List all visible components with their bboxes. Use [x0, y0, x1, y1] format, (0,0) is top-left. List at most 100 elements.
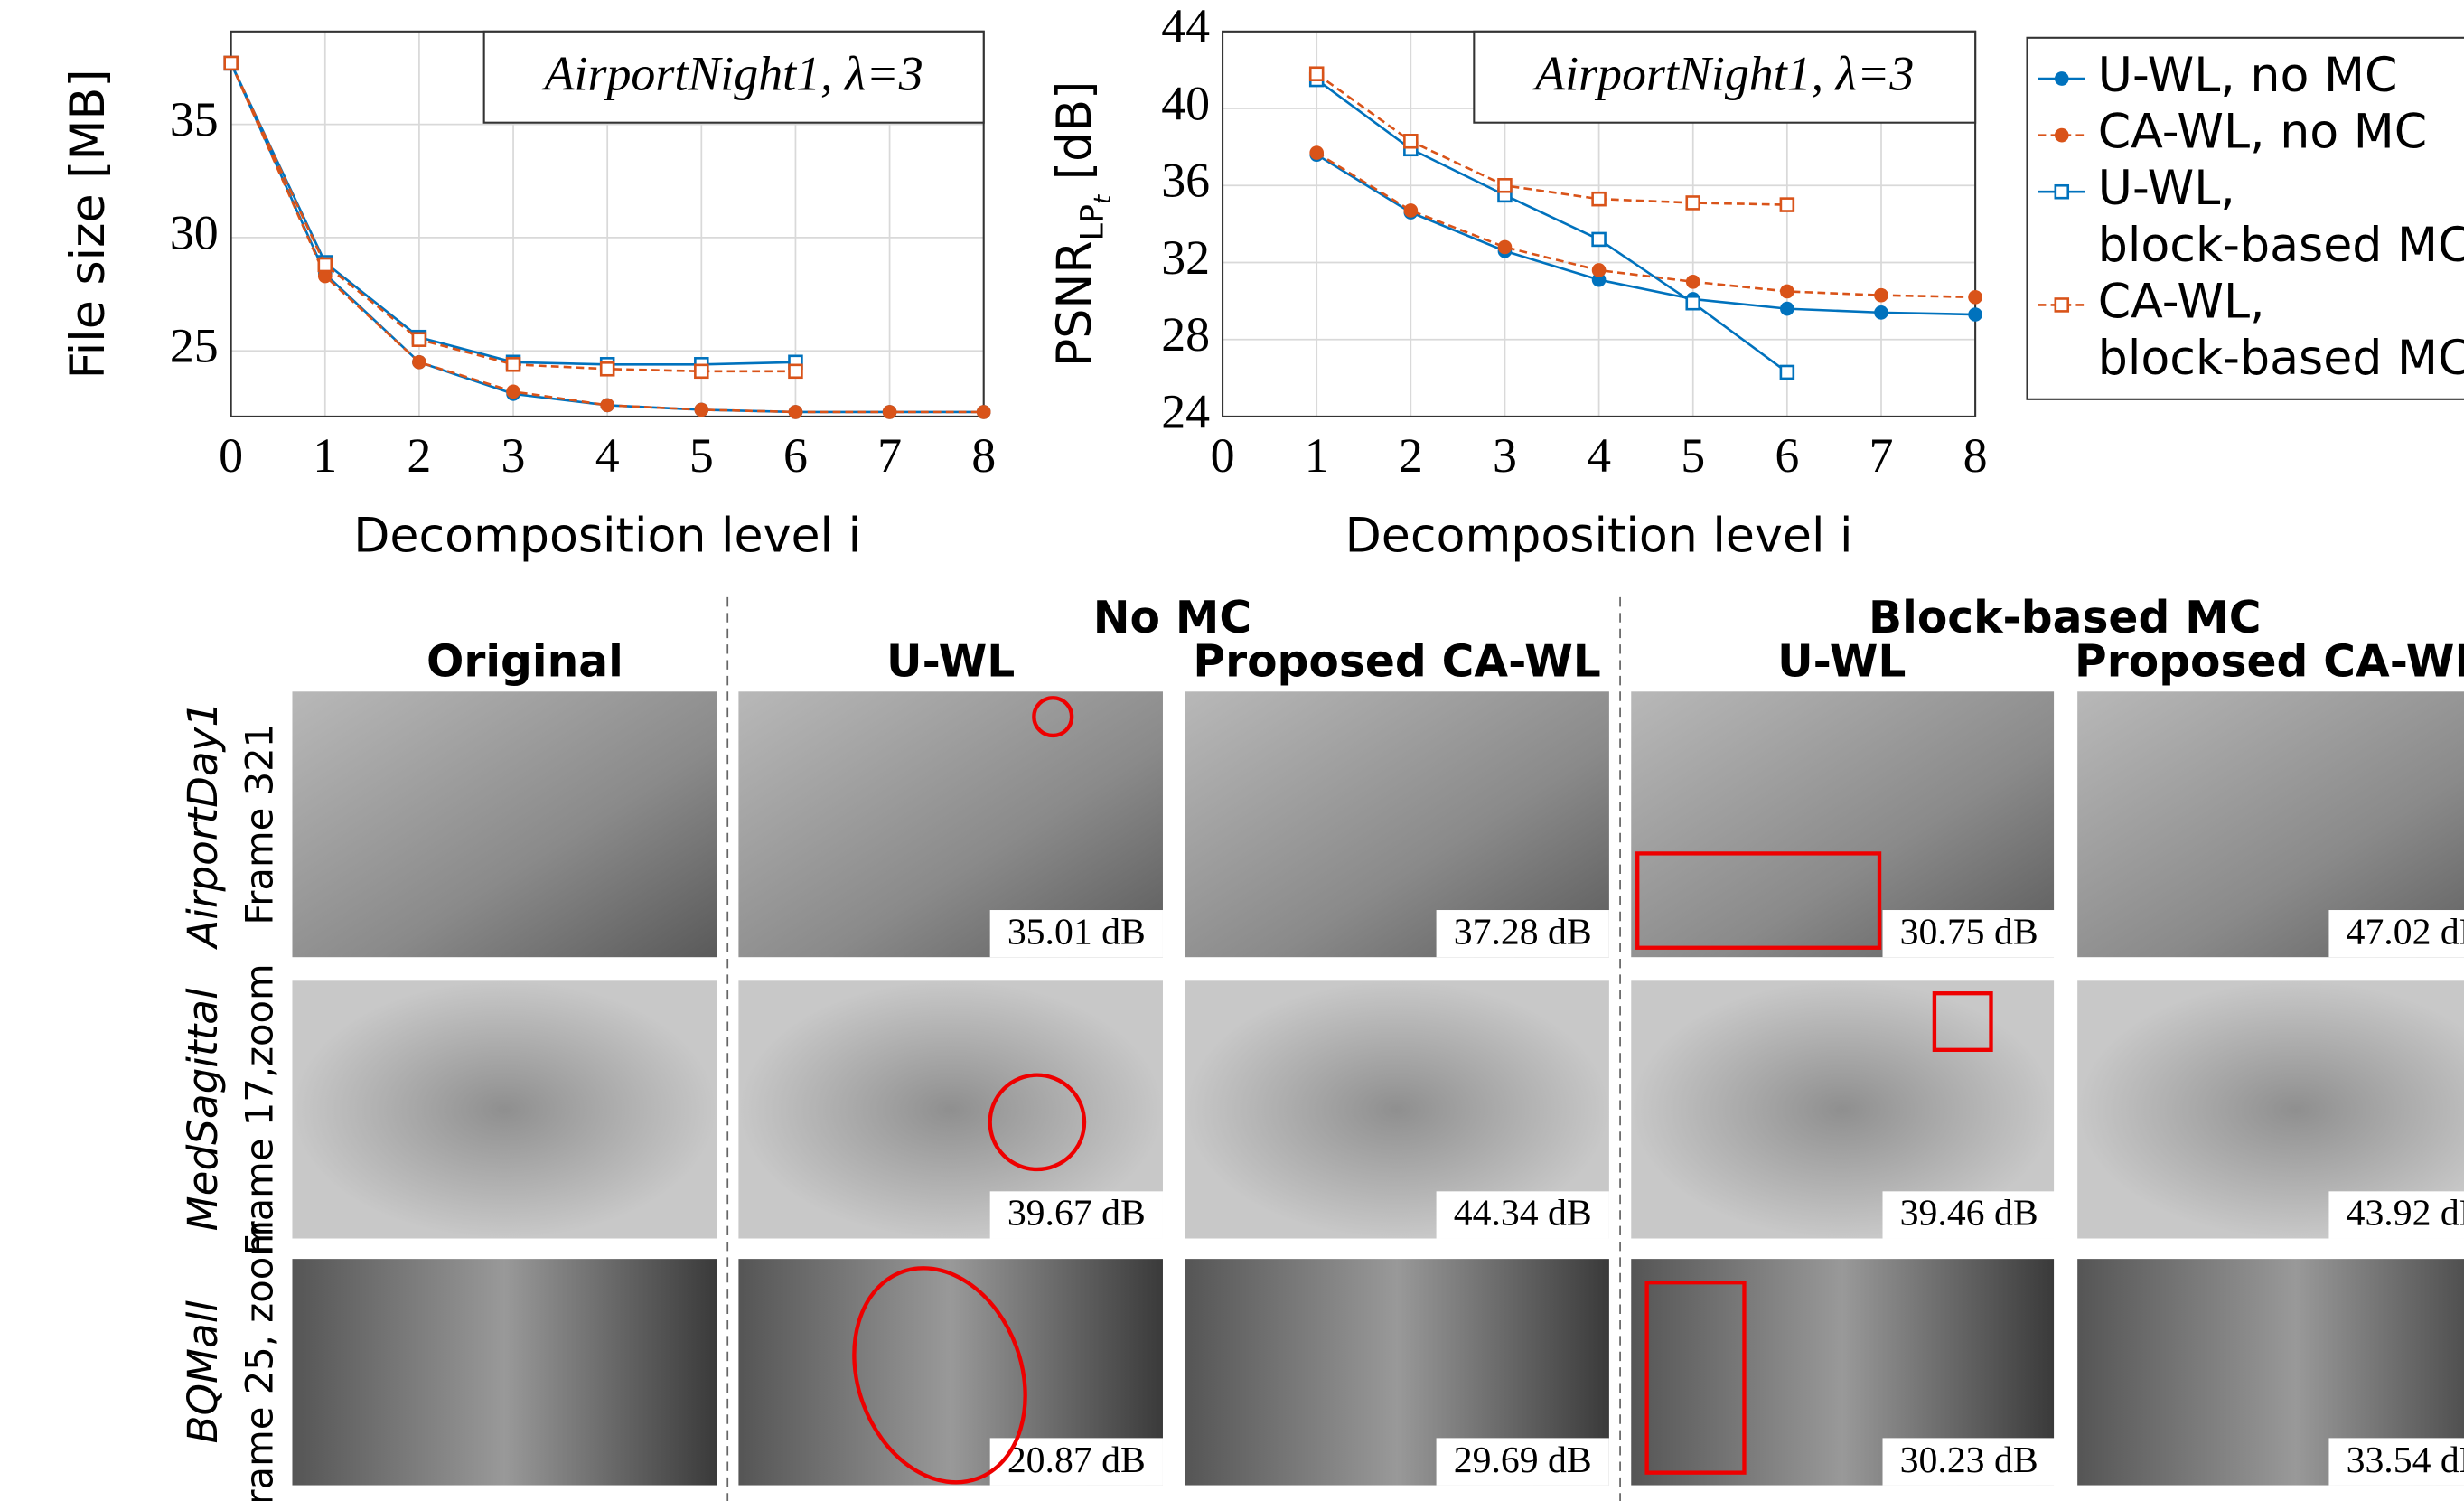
marker	[1403, 134, 1419, 149]
x-tick-label: 8	[1963, 428, 1988, 483]
legend-label-line: block-based MC	[2098, 332, 2464, 386]
row-name: BQMall	[179, 1300, 227, 1444]
annotation: AirportNight1, λ=3	[542, 46, 923, 100]
row-frame: Frame 17,zoom	[237, 963, 281, 1255]
legend-marker	[2054, 183, 2070, 200]
marker	[882, 405, 897, 419]
column-label: Proposed CA-WL	[1193, 637, 1600, 688]
x-axis-label: Decomposition level i	[353, 510, 861, 564]
y-axis-label-part: t	[1089, 193, 1116, 204]
x-tick-label: 1	[1305, 428, 1329, 483]
marker	[788, 363, 803, 380]
highlight	[1635, 851, 1882, 950]
column-label: Proposed CA-WL	[2075, 637, 2464, 688]
psnr-box	[989, 910, 1163, 958]
psnr-label: 47.02 dB	[2347, 911, 2464, 952]
psnr-label: 35.01 dB	[1007, 911, 1146, 952]
x-tick-label: 1	[313, 428, 337, 483]
highlight	[988, 1073, 1087, 1172]
psnr-box	[1882, 1438, 2056, 1486]
psnr-label: 43.92 dB	[2347, 1193, 2464, 1234]
psnr-label: 44.34 dB	[1454, 1193, 1592, 1234]
legend-label: U-WL, no MC	[2098, 49, 2398, 103]
y-axis-label: PSNRLPt [dB]	[1048, 81, 1116, 368]
marker	[1685, 295, 1700, 311]
marker	[505, 357, 521, 372]
row-name: AirportDay1	[179, 701, 227, 951]
marker	[1874, 305, 1888, 320]
column-label: Original	[426, 637, 623, 688]
legend-label-line: U-WL,	[2098, 162, 2235, 216]
psnr-box	[2328, 910, 2464, 958]
marker	[317, 257, 333, 273]
x-tick-label: 4	[1587, 428, 1611, 483]
marker	[1780, 284, 1794, 299]
x-tick-label: 7	[877, 428, 902, 483]
y-tick-label: 25	[170, 319, 219, 373]
y-tick-label: 28	[1161, 307, 1210, 361]
marker	[506, 384, 520, 399]
psnr-box	[2328, 1438, 2464, 1486]
marker	[1497, 239, 1513, 255]
legend-marker	[2054, 71, 2069, 86]
psnr-label: 30.23 dB	[1900, 1440, 2038, 1481]
image	[292, 691, 717, 958]
marker	[1497, 178, 1513, 193]
psnr-label: 33.54 dB	[2347, 1440, 2464, 1481]
marker	[788, 405, 803, 419]
marker	[1685, 274, 1700, 289]
y-tick-label: 32	[1161, 230, 1210, 285]
column-label: U-WL	[886, 637, 1015, 688]
marker	[1685, 195, 1700, 211]
x-tick-label: 0	[1211, 428, 1235, 483]
group-label: No MC	[1093, 593, 1251, 643]
x-tick-label: 8	[971, 428, 996, 483]
row-name: MedSagittal	[179, 988, 227, 1231]
y-tick-label: 24	[1161, 384, 1210, 438]
x-tick-label: 2	[1399, 428, 1423, 483]
y-tick-label: 35	[170, 92, 219, 146]
highlight	[852, 1266, 1027, 1485]
x-tick-label: 2	[407, 428, 431, 483]
y-axis-label-part: File size [MB]	[61, 69, 116, 379]
y-axis-label-part: LP	[1074, 204, 1110, 240]
x-tick-label: 4	[595, 428, 620, 483]
marker	[1968, 290, 1982, 305]
marker	[694, 363, 709, 380]
x-tick-label: 3	[1493, 428, 1517, 483]
marker	[1591, 191, 1607, 207]
series-line	[1316, 72, 1787, 206]
x-tick-label: 3	[501, 428, 526, 483]
x-tick-label: 7	[1869, 428, 1894, 483]
psnr-box	[2328, 1191, 2464, 1239]
marker	[1968, 307, 1982, 322]
highlight	[1644, 1281, 1747, 1475]
x-axis-label: Decomposition level i	[1345, 510, 1853, 564]
annotation-box	[1473, 30, 1977, 124]
legend-label-line: CA-WL,	[2098, 275, 2265, 329]
marker	[1780, 301, 1794, 316]
group-label: Block-based MC	[1869, 593, 2261, 643]
x-tick-label: 5	[689, 428, 714, 483]
marker	[600, 398, 615, 413]
marker	[599, 361, 615, 377]
legend-label: CA-WL, block-based MC	[2098, 275, 2464, 386]
image	[292, 1259, 717, 1486]
y-tick-label: 36	[1161, 154, 1210, 208]
marker	[1779, 197, 1795, 212]
x-tick-label: 0	[219, 428, 243, 483]
psnr-label: 37.28 dB	[1454, 911, 1592, 952]
legend-label: U-WL, block-based MC	[2098, 162, 2464, 273]
marker	[1308, 66, 1325, 81]
psnr-box	[1436, 910, 1609, 958]
psnr-box	[1882, 910, 2056, 958]
highlight	[1932, 991, 1993, 1052]
marker	[412, 354, 426, 370]
y-tick-label: 30	[170, 205, 219, 259]
y-axis-label-part: [dB]	[1048, 81, 1102, 195]
row-frame: Frame 321	[237, 724, 281, 925]
psnr-box	[989, 1191, 1163, 1239]
y-tick-label: 40	[1161, 76, 1210, 130]
marker	[1779, 364, 1795, 380]
